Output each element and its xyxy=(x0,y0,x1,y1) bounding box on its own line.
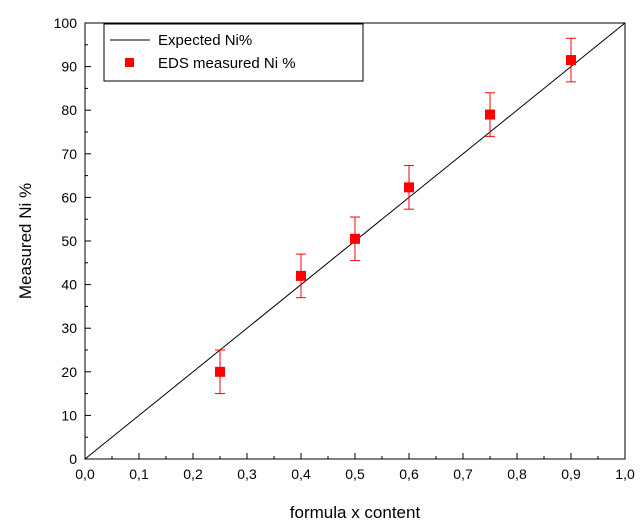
data-point xyxy=(566,55,576,66)
x-axis-title: formula x content xyxy=(290,503,421,522)
y-tick-label: 10 xyxy=(61,407,77,423)
data-point xyxy=(296,270,306,281)
x-tick-label: 0,4 xyxy=(291,466,311,482)
y-tick-label: 80 xyxy=(61,102,77,118)
data-point xyxy=(404,182,414,193)
y-tick-label: 100 xyxy=(54,15,78,31)
y-tick-label: 70 xyxy=(61,146,77,162)
x-tick-label: 0,0 xyxy=(75,466,95,482)
x-tick-label: 0,7 xyxy=(453,466,473,482)
y-tick-label: 30 xyxy=(61,320,77,336)
x-tick-label: 1,0 xyxy=(615,466,635,482)
y-tick-label: 60 xyxy=(61,189,77,205)
x-tick-label: 0,8 xyxy=(507,466,527,482)
y-tick-label: 0 xyxy=(69,451,77,467)
y-axis-title: Measured Ni % xyxy=(16,183,35,299)
x-tick-label: 0,5 xyxy=(345,466,365,482)
y-tick-label: 50 xyxy=(61,233,77,249)
plot-layer xyxy=(84,22,626,460)
y-tick-label: 20 xyxy=(61,364,77,380)
x-tick-label: 0,9 xyxy=(561,466,581,482)
ticks-layer: 0,0 0,1 0,2 0,3 0,4 0,5 0,6 0,7 0,8 0,9 1,0 0 10 20 30… xyxy=(54,15,635,482)
x-tick-label: 0,3 xyxy=(237,466,257,482)
x-tick-label: 0,2 xyxy=(183,466,203,482)
data-point xyxy=(350,233,360,244)
legend-marker-symbol xyxy=(125,58,134,67)
x-tick-label: 0,6 xyxy=(399,466,419,482)
legend-box xyxy=(103,23,364,82)
x-tick-label: 0,1 xyxy=(129,466,149,482)
legend: Expected Ni% EDS measured Ni % xyxy=(103,23,364,82)
data-point xyxy=(215,366,225,377)
data-point xyxy=(485,109,495,120)
legend-label-expected: Expected Ni% xyxy=(158,32,252,49)
y-tick-label: 40 xyxy=(61,277,77,293)
legend-label-eds: EDS measured Ni % xyxy=(158,55,296,72)
y-tick-label: 90 xyxy=(61,59,77,75)
